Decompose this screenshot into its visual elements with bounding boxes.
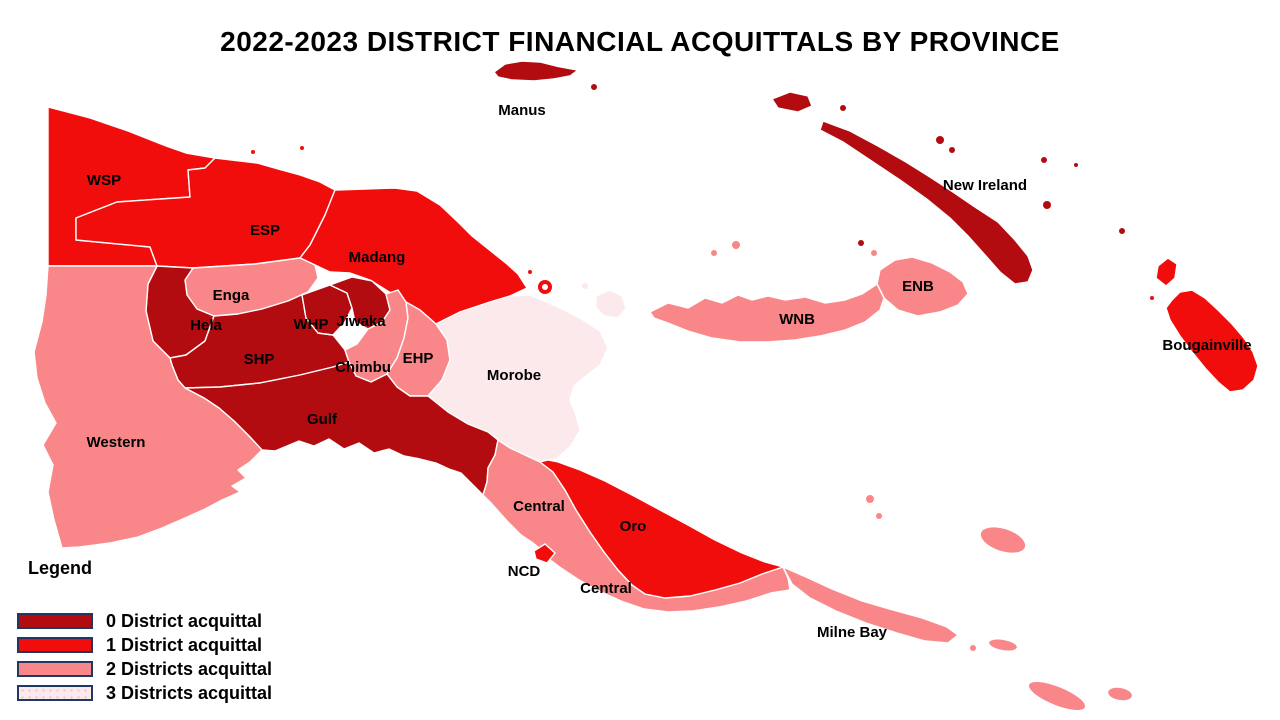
province-oro <box>539 459 784 599</box>
milne-bay-islet <box>866 495 874 503</box>
new-ireland-islet <box>1074 163 1078 167</box>
province-ncd <box>533 543 556 564</box>
milne-bay-island <box>989 639 1017 651</box>
legend-heading: Legend <box>28 558 93 578</box>
province-manus <box>493 60 597 90</box>
wnb-shape <box>649 283 885 343</box>
bougainville-islet <box>1150 296 1154 300</box>
legend-swatch-2 <box>17 661 93 677</box>
gulf-shape <box>184 361 499 496</box>
legend-item: 1 District acquittal <box>17 633 272 657</box>
milne-bay-island <box>1028 682 1086 710</box>
buka-island <box>1155 257 1178 287</box>
bougainville-shape <box>1165 289 1259 393</box>
esp-islet <box>300 146 304 150</box>
legend: Legend 0 District acquittal 1 District a… <box>17 558 272 705</box>
manus-shape <box>493 60 579 82</box>
milne-bay-islet <box>970 645 976 651</box>
legend-swatch-0 <box>17 613 93 629</box>
legend-swatch-1 <box>17 637 93 653</box>
new-ireland-islet <box>936 136 944 144</box>
milne-bay-islet <box>876 513 882 519</box>
province-western <box>33 265 263 549</box>
new-ireland-islet <box>1043 201 1051 209</box>
province-label-manus: Manus <box>498 102 546 119</box>
new-ireland-islet <box>1119 228 1125 234</box>
legend-item-label: 1 District acquittal <box>106 634 263 655</box>
wnb-islet <box>711 250 717 256</box>
province-label-central-upper: Central <box>513 498 565 515</box>
morobe-umboi-island <box>595 289 627 319</box>
legend-item: 2 Districts acquittal <box>17 657 272 681</box>
province-label-oro: Oro <box>620 518 647 535</box>
province-label-ncd: NCD <box>508 563 541 580</box>
province-label-madang: Madang <box>349 249 406 266</box>
province-label-central-lower: Central <box>580 580 632 597</box>
province-gulf <box>184 361 499 496</box>
province-enb <box>871 250 969 317</box>
province-label-new-ireland: New Ireland <box>943 177 1027 194</box>
morobe-islet <box>582 283 588 289</box>
milne-bay-shape <box>782 566 959 644</box>
ncd-shape <box>533 543 556 564</box>
wnb-islet <box>732 241 740 249</box>
madang-atoll-lagoon <box>542 284 548 290</box>
enb-islet <box>871 250 877 256</box>
province-label-gulf: Gulf <box>307 411 338 428</box>
esp-islet <box>251 150 255 154</box>
province-label-wnb: WNB <box>779 311 815 328</box>
province-label-enga: Enga <box>213 287 250 304</box>
legend-item: 0 District acquittal <box>17 609 272 633</box>
enb-shape <box>876 256 969 317</box>
western-shape <box>33 265 263 549</box>
milne-bay-island <box>980 527 1026 553</box>
oro-shape <box>539 459 784 599</box>
new-ireland-islet <box>949 147 955 153</box>
legend-item-label: 2 Districts acquittal <box>106 658 273 679</box>
province-label-enb: ENB <box>902 278 934 295</box>
province-label-jiwaka: Jiwaka <box>336 313 386 330</box>
province-label-bougainville: Bougainville <box>1162 337 1251 354</box>
legend-item-label: 0 District acquittal <box>106 610 263 631</box>
new-ireland-islet <box>858 240 864 246</box>
new-hanover-island <box>771 91 813 113</box>
legend-item: 3 Districts acquittal <box>17 681 272 705</box>
milne-bay-island <box>1108 687 1132 701</box>
province-label-milne-bay: Milne Bay <box>817 624 888 641</box>
page-title: 2022-2023 DISTRICT FINANCIAL ACQUITTALS … <box>220 26 1060 57</box>
province-label-chimbu: Chimbu <box>335 359 391 376</box>
new-ireland-islet <box>1041 157 1047 163</box>
province-label-morobe: Morobe <box>487 367 541 384</box>
madang-islet <box>528 270 532 274</box>
province-new-ireland <box>771 91 1125 285</box>
manus-islet <box>591 84 597 90</box>
province-label-western: Western <box>87 434 146 451</box>
province-wnb <box>649 241 885 343</box>
province-label-whp: WHP <box>294 316 329 333</box>
new-ireland-shape <box>819 120 1034 285</box>
province-label-ehp: EHP <box>403 350 434 367</box>
province-label-shp: SHP <box>244 351 275 368</box>
legend-item-label: 3 Districts acquittal <box>106 682 273 703</box>
province-bougainville <box>1150 257 1259 393</box>
provinces-layer <box>33 60 1259 710</box>
labels-layer: WSP ESP Madang Enga Hela WHP Jiwaka SHP … <box>87 102 1252 641</box>
legend-swatch-3 <box>17 685 93 701</box>
province-label-wsp: WSP <box>87 172 121 189</box>
province-label-hela: Hela <box>190 317 222 334</box>
new-ireland-islet <box>840 105 846 111</box>
province-milne-bay <box>782 495 1132 710</box>
province-label-esp: ESP <box>250 222 280 239</box>
